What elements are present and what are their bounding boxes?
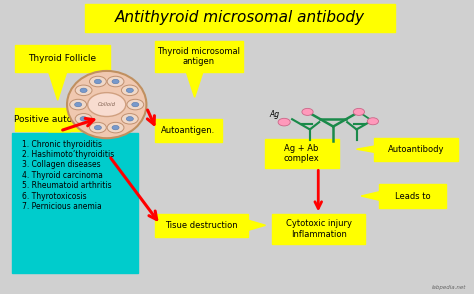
FancyBboxPatch shape [12,133,138,273]
Polygon shape [186,71,203,97]
Circle shape [90,122,106,133]
Circle shape [80,88,87,93]
Circle shape [302,108,313,116]
Circle shape [94,126,101,130]
Text: Thyroid microsomal
antigen: Thyroid microsomal antigen [157,46,240,66]
FancyBboxPatch shape [379,184,446,208]
FancyBboxPatch shape [155,214,248,237]
Text: labpedia.net: labpedia.net [432,285,466,290]
Text: Ag: Ag [270,110,280,119]
FancyBboxPatch shape [374,138,458,161]
Text: Antithyroid microsomal antibody: Antithyroid microsomal antibody [115,10,365,25]
Text: Positive autoantibody in:: Positive autoantibody in: [14,116,127,124]
Circle shape [367,118,379,125]
Circle shape [107,122,124,133]
Polygon shape [247,220,265,231]
FancyBboxPatch shape [273,214,365,244]
Text: Cytotoxic injury
Inflammation: Cytotoxic injury Inflammation [286,219,352,239]
Circle shape [107,76,124,87]
FancyBboxPatch shape [15,108,127,131]
Text: 1. Chronic thyroiditis
2. Hashimoto’thyroiditis
3. Collagen diseases
4. Thyroid : 1. Chronic thyroiditis 2. Hashimoto’thyr… [22,140,114,211]
Circle shape [121,113,138,124]
Text: Autoantigen.: Autoantigen. [161,126,216,135]
Circle shape [126,88,133,93]
Circle shape [353,108,365,116]
Circle shape [121,85,138,96]
Circle shape [75,85,92,96]
Polygon shape [48,131,71,156]
Circle shape [70,99,87,110]
Circle shape [94,79,101,84]
Circle shape [126,117,133,121]
Circle shape [112,126,119,130]
Circle shape [278,118,290,126]
Circle shape [74,102,82,107]
FancyBboxPatch shape [85,4,395,32]
Circle shape [75,113,92,124]
Circle shape [132,102,139,107]
Circle shape [80,117,87,121]
Polygon shape [48,71,67,100]
Text: Thyroid Follicle: Thyroid Follicle [28,54,96,63]
FancyBboxPatch shape [155,118,222,142]
Circle shape [112,79,119,84]
Text: Ag + Ab
complex: Ag + Ab complex [284,144,319,163]
Polygon shape [361,192,380,201]
Circle shape [90,76,106,87]
Circle shape [127,99,144,110]
FancyBboxPatch shape [155,41,243,71]
Text: Colloid: Colloid [98,102,116,107]
Text: Autoantibody: Autoantibody [388,145,444,154]
Text: Tisue destruction: Tisue destruction [165,221,237,230]
FancyBboxPatch shape [264,139,339,168]
Ellipse shape [67,71,146,138]
Circle shape [88,93,126,116]
Text: Leads to: Leads to [395,191,430,201]
FancyBboxPatch shape [15,46,110,71]
Polygon shape [356,146,375,153]
